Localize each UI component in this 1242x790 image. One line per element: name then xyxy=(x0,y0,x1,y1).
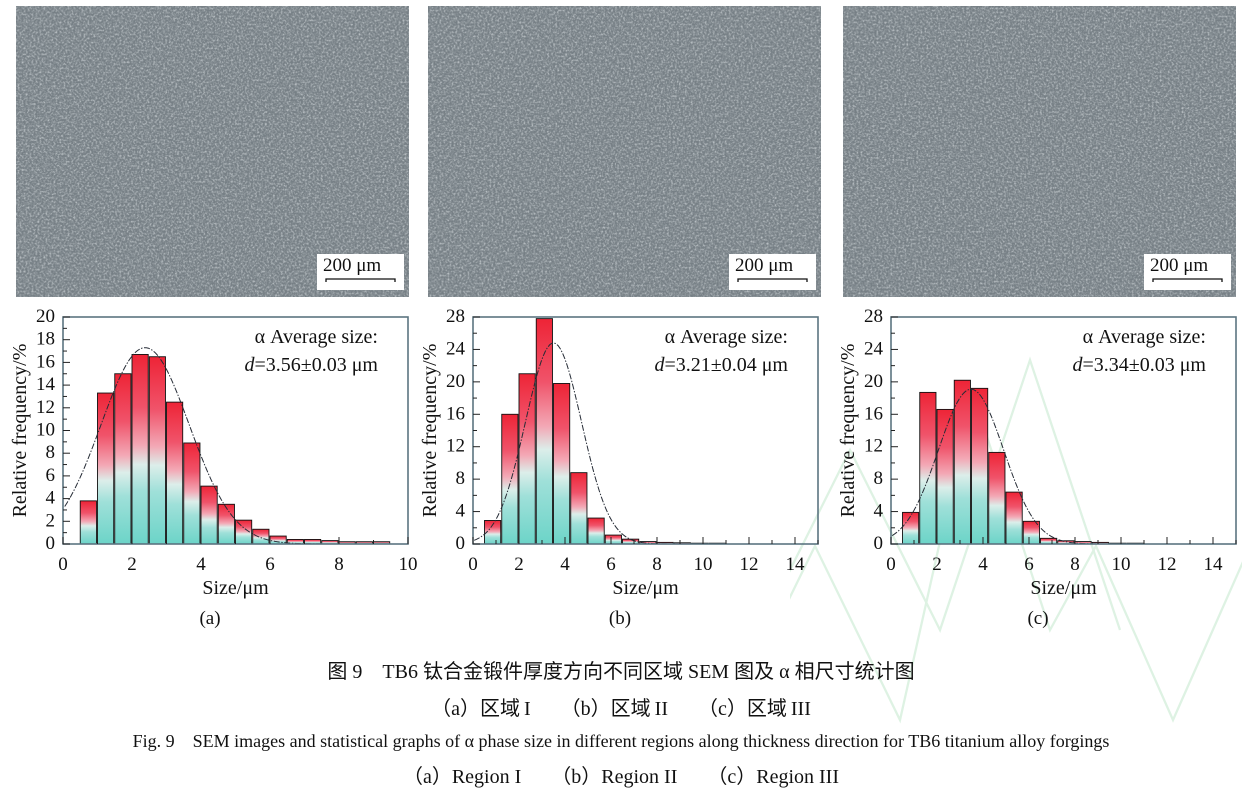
svg-text:16: 16 xyxy=(36,351,55,372)
svg-text:14: 14 xyxy=(36,374,56,395)
svg-text:6: 6 xyxy=(265,554,275,575)
svg-text:α Average size:: α Average size: xyxy=(1083,326,1206,348)
svg-text:2: 2 xyxy=(127,554,137,575)
svg-text:16: 16 xyxy=(864,403,883,424)
svg-text:d=3.34±0.03 μm: d=3.34±0.03 μm xyxy=(1072,354,1206,376)
svg-text:Relative frequency/%: Relative frequency/% xyxy=(9,344,31,518)
svg-text:6: 6 xyxy=(606,554,616,575)
svg-text:8: 8 xyxy=(652,554,662,575)
svg-text:10: 10 xyxy=(694,554,713,575)
svg-text:8: 8 xyxy=(46,442,56,463)
svg-text:0: 0 xyxy=(58,554,68,575)
svg-text:24: 24 xyxy=(446,338,466,359)
svg-text:12: 12 xyxy=(1158,554,1177,575)
svg-text:20: 20 xyxy=(446,371,465,392)
svg-text:6: 6 xyxy=(1024,554,1034,575)
svg-text:8: 8 xyxy=(1070,554,1080,575)
svg-text:10: 10 xyxy=(36,420,55,441)
svg-text:18: 18 xyxy=(36,329,55,350)
svg-text:4: 4 xyxy=(560,554,570,575)
svg-text:20: 20 xyxy=(864,371,883,392)
svg-text:2: 2 xyxy=(514,554,524,575)
svg-text:d=3.56±0.03 μm: d=3.56±0.03 μm xyxy=(244,354,378,376)
svg-text:2: 2 xyxy=(46,510,56,531)
svg-text:10: 10 xyxy=(399,554,418,575)
svg-text:12: 12 xyxy=(446,436,465,457)
svg-text:α Average size:: α Average size: xyxy=(665,326,788,348)
svg-text:d=3.21±0.04 μm: d=3.21±0.04 μm xyxy=(654,354,788,376)
svg-text:12: 12 xyxy=(740,554,759,575)
svg-text:Size/μm: Size/μm xyxy=(1030,577,1097,599)
svg-text:8: 8 xyxy=(874,468,884,489)
svg-text:12: 12 xyxy=(864,436,883,457)
svg-text:24: 24 xyxy=(864,338,884,359)
svg-text:4: 4 xyxy=(978,554,988,575)
svg-text:6: 6 xyxy=(46,465,56,486)
svg-text:4: 4 xyxy=(874,501,884,522)
svg-text:0: 0 xyxy=(456,533,466,554)
svg-text:4: 4 xyxy=(456,501,466,522)
svg-text:12: 12 xyxy=(36,397,55,418)
svg-text:8: 8 xyxy=(334,554,344,575)
svg-text:Relative frequency/%: Relative frequency/% xyxy=(419,344,441,518)
svg-text:28: 28 xyxy=(446,306,465,327)
svg-text:16: 16 xyxy=(446,403,465,424)
svg-text:14: 14 xyxy=(1204,554,1224,575)
svg-text:0: 0 xyxy=(46,533,56,554)
svg-text:Size/μm: Size/μm xyxy=(612,577,679,599)
svg-text:10: 10 xyxy=(1112,554,1131,575)
svg-text:0: 0 xyxy=(874,533,884,554)
svg-text:4: 4 xyxy=(46,488,56,509)
svg-text:0: 0 xyxy=(886,554,896,575)
svg-text:Size/μm: Size/μm xyxy=(202,577,269,599)
svg-text:20: 20 xyxy=(36,306,55,327)
svg-text:4: 4 xyxy=(196,554,206,575)
svg-text:2: 2 xyxy=(932,554,942,575)
svg-text:8: 8 xyxy=(456,468,466,489)
svg-text:28: 28 xyxy=(864,306,883,327)
svg-text:Relative frequency/%: Relative frequency/% xyxy=(837,344,859,518)
svg-text:0: 0 xyxy=(468,554,478,575)
svg-text:α Average size:: α Average size: xyxy=(255,326,378,348)
svg-text:14: 14 xyxy=(786,554,806,575)
